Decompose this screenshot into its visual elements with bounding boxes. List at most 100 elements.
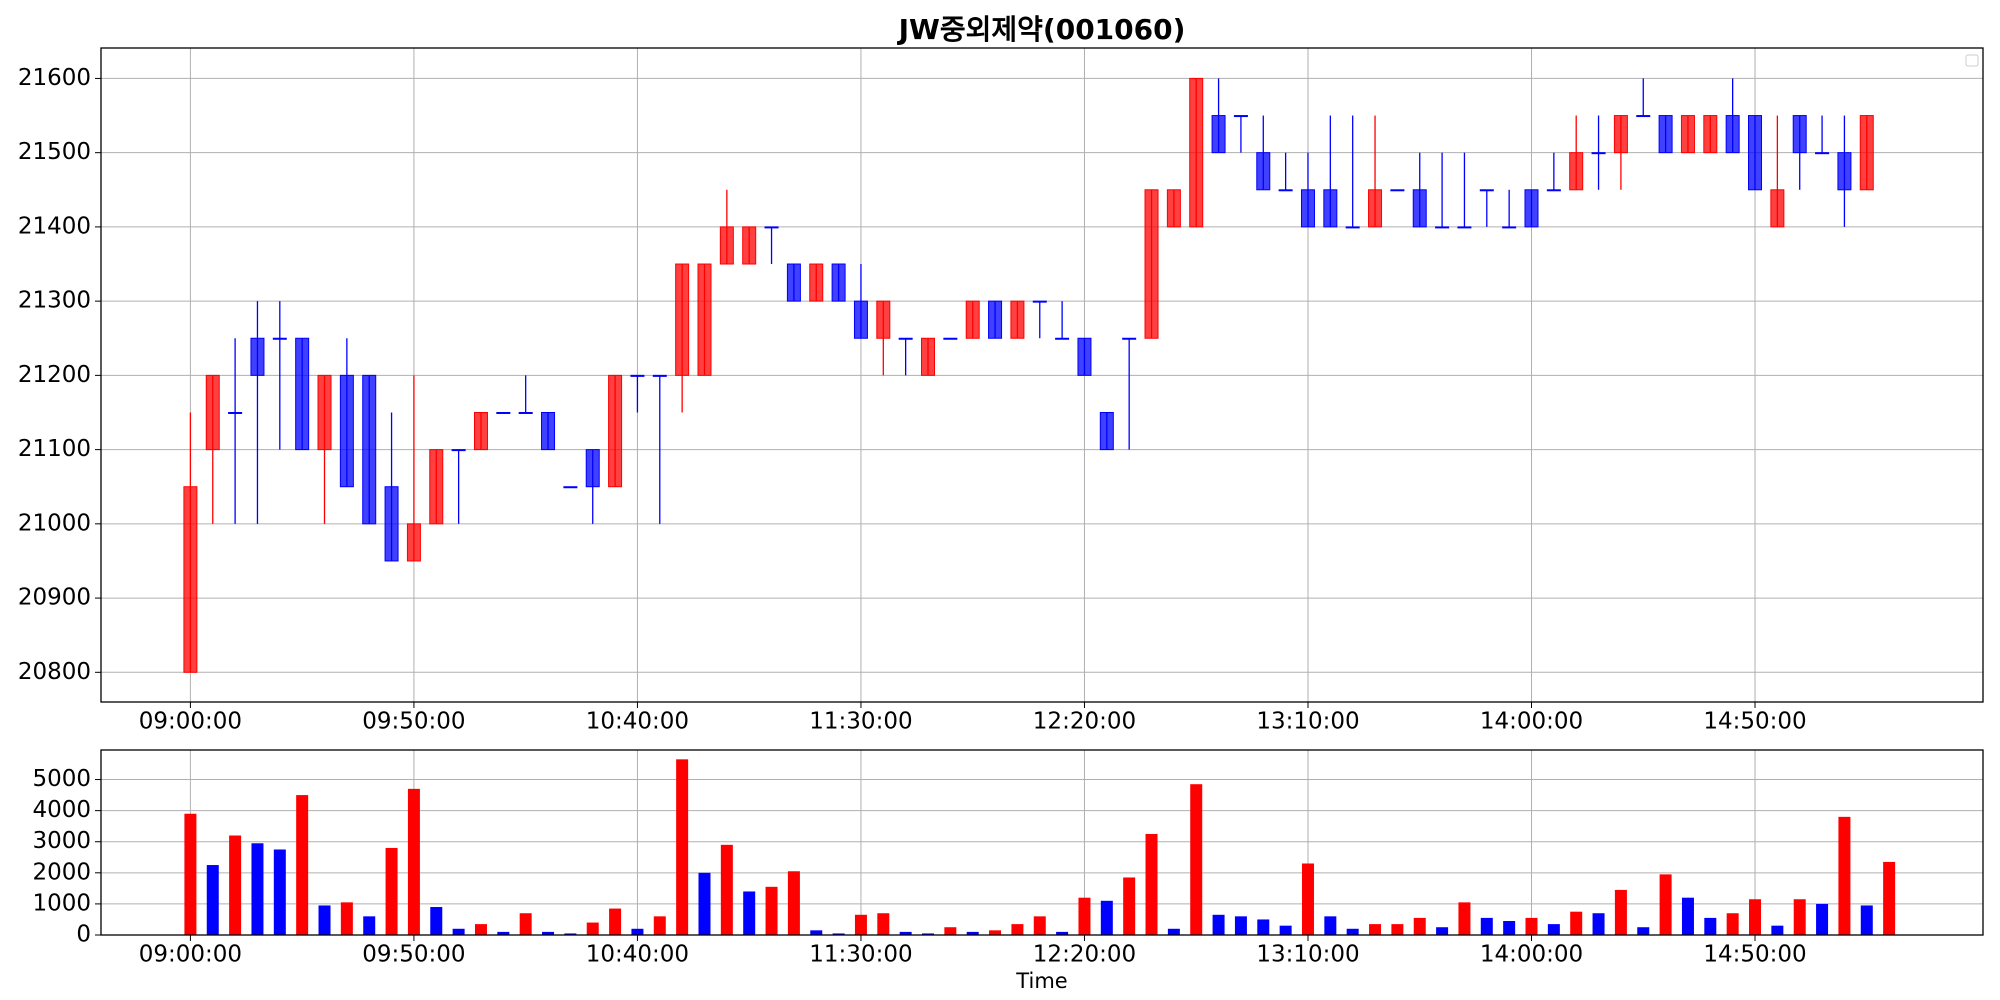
bar (787, 871, 800, 935)
candle-body (921, 337, 936, 376)
bar (1301, 863, 1314, 935)
candle-body (205, 374, 220, 451)
bar (407, 788, 420, 935)
bar (1547, 924, 1560, 935)
bar (229, 835, 242, 935)
x-tick-label: 11:30:00 (809, 942, 912, 968)
bar (474, 924, 487, 935)
bar (1100, 900, 1113, 935)
candle-body (1099, 411, 1114, 451)
candle-body (1546, 189, 1561, 192)
candle-body (608, 374, 623, 488)
bar (452, 928, 465, 935)
x-tick-label: 09:50:00 (362, 942, 465, 968)
y-tick-label: 0 (76, 922, 91, 948)
candle-body (1502, 226, 1517, 229)
candle-body (1278, 189, 1293, 192)
candle-body (1166, 189, 1181, 228)
bar (1145, 833, 1158, 935)
candle-body (585, 449, 600, 488)
bar (1860, 905, 1873, 935)
candle-body (1211, 115, 1226, 154)
candle-body (1368, 189, 1383, 228)
x-tick-label: 10:40:00 (586, 942, 689, 968)
y-tick-label: 2000 (32, 859, 91, 885)
candle-body (831, 263, 846, 302)
bar (1659, 874, 1672, 935)
candle-body (652, 374, 667, 377)
y-tick-label: 21100 (18, 436, 91, 462)
candle-body (1300, 189, 1315, 228)
candle-body (719, 226, 734, 265)
y-tick-label: 21400 (18, 213, 91, 239)
y-tick-label: 21200 (18, 362, 91, 388)
y-tick-label: 21600 (18, 65, 91, 91)
candle-body (1032, 300, 1047, 303)
bar (698, 872, 711, 935)
bar (184, 813, 197, 935)
bar (765, 886, 778, 935)
bar (743, 891, 756, 935)
bar (1525, 917, 1538, 935)
candle-body (1077, 337, 1092, 376)
bar (1704, 917, 1717, 935)
bar (1123, 877, 1136, 935)
bar (676, 759, 689, 935)
bar (1749, 899, 1762, 935)
candle-body (988, 300, 1003, 339)
candle-body (429, 449, 444, 525)
bar (1346, 928, 1359, 935)
bar (1011, 924, 1024, 935)
bar (1614, 889, 1627, 935)
bar (586, 922, 599, 935)
bar (1167, 928, 1180, 935)
candle-body (742, 226, 757, 265)
x-tick-label: 14:50:00 (1703, 942, 1806, 968)
candle-body (1658, 115, 1673, 154)
candle-body (1725, 115, 1740, 154)
candle-body (1524, 189, 1539, 228)
x-tick-label: 09:00:00 (139, 709, 242, 735)
bar (1771, 925, 1784, 935)
y-tick-label: 21300 (18, 288, 91, 314)
y-tick-label: 4000 (32, 797, 91, 823)
bar (1503, 921, 1516, 935)
bar (944, 927, 957, 935)
bar (832, 933, 845, 935)
candle-body (1457, 226, 1472, 229)
bar (385, 847, 398, 935)
candle-body (1636, 115, 1651, 118)
candle-body (272, 337, 287, 340)
bar (1436, 927, 1449, 935)
bar (318, 905, 331, 935)
candle-body (697, 263, 712, 376)
candle-body (1837, 152, 1852, 191)
candle-body (1792, 115, 1807, 154)
candle-body (1010, 300, 1025, 339)
y-tick-label: 20900 (18, 585, 91, 611)
bar (1458, 902, 1471, 935)
bar (989, 930, 1002, 935)
candle-body (1770, 189, 1785, 228)
bar (1279, 925, 1292, 935)
candle-body (384, 486, 399, 562)
candle-body (339, 374, 354, 488)
candle-body (362, 374, 377, 525)
candle-body (1345, 226, 1360, 229)
bar (653, 916, 666, 935)
bar (363, 916, 376, 935)
bar (497, 931, 510, 935)
y-tick-label: 3000 (32, 828, 91, 854)
candle-body (965, 300, 980, 339)
candle-body (1680, 115, 1695, 154)
bar (206, 865, 219, 935)
x-tick-label: 12:20:00 (1033, 709, 1136, 735)
candle-body (1591, 152, 1606, 155)
legend-box (1965, 54, 1979, 67)
bar (1324, 916, 1337, 935)
y-tick-label: 21500 (18, 139, 91, 165)
candle-body (1748, 115, 1763, 191)
candle-body (876, 300, 891, 339)
candle-body (1390, 189, 1405, 192)
